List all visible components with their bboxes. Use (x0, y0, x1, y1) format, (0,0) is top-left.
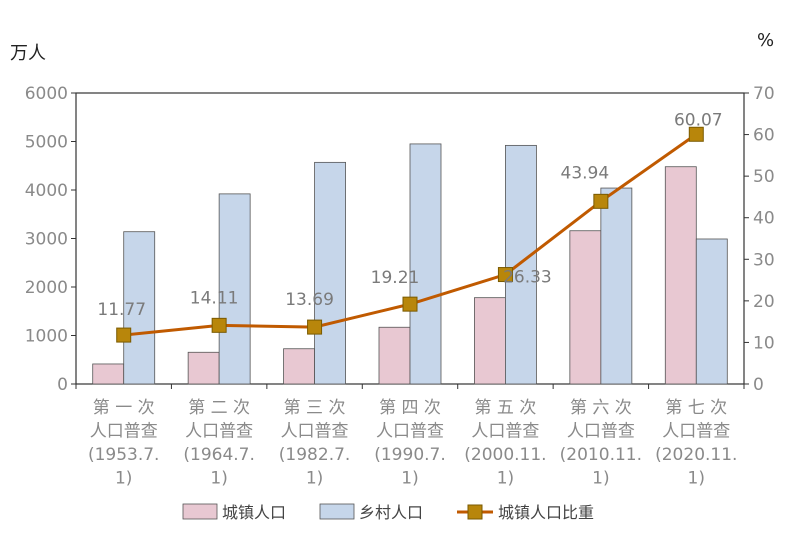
marker-urban-ratio-7 (688, 126, 704, 142)
category-label-4-line-1: 第 四 次 (379, 398, 441, 418)
category-label-7-line-2: 人口普查 (662, 422, 730, 442)
data-label-3: 13.69 (285, 290, 334, 310)
category-label-2-line-2: 人口普查 (185, 422, 253, 442)
legend-urban-label: 城镇人口 (222, 503, 286, 522)
right-tick-label: 0 (753, 375, 764, 395)
left-tick-label: 6000 (25, 84, 68, 104)
marker-urban-ratio-4 (402, 296, 418, 312)
marker-urban-ratio-2 (211, 317, 227, 333)
left-axis-unit: 万人 (10, 43, 46, 64)
right-axis-unit: % (757, 30, 774, 51)
right-tick-label: 60 (753, 126, 775, 146)
category-label-2-line-4: 1) (210, 469, 227, 489)
marker-urban-ratio-1 (116, 327, 132, 343)
marker-urban-ratio-6 (593, 193, 609, 209)
category-label-6-line-1: 第 六 次 (570, 398, 632, 418)
category-label-3-line-1: 第 三 次 (284, 398, 346, 418)
category-label-3-line-2: 人口普查 (281, 422, 349, 442)
right-tick-label: 70 (753, 84, 775, 104)
category-label-1-line-2: 人口普查 (90, 422, 158, 442)
bar-urban-4 (378, 326, 411, 385)
data-label-1: 11.77 (97, 300, 146, 320)
left-tick-label: 4000 (25, 181, 68, 201)
data-label-4: 19.21 (371, 268, 420, 288)
category-label-3-line-4: 1) (306, 469, 323, 489)
bar-rural-4 (409, 143, 442, 385)
category-label-7-line-1: 第 七 次 (665, 398, 727, 418)
category-label-1-line-4: 1) (115, 469, 132, 489)
category-label-4-line-4: 1) (401, 469, 418, 489)
category-label-2-line-1: 第 二 次 (188, 398, 250, 418)
legend-ratio-marker (467, 504, 483, 520)
right-tick-label: 30 (753, 250, 775, 270)
bar-rural-1 (123, 231, 156, 385)
category-label-5-line-3: (2000.11. (464, 445, 546, 465)
data-label-7: 60.07 (674, 110, 723, 130)
category-label-7-line-4: 1) (688, 469, 705, 489)
left-tick-label: 2000 (25, 278, 68, 298)
legend-rural-label: 乡村人口 (359, 503, 423, 522)
category-label-5-line-2: 人口普查 (471, 422, 539, 442)
bar-urban-3 (283, 348, 315, 385)
bar-urban-7 (664, 166, 697, 385)
category-label-3-line-3: (1982.7. (279, 445, 351, 465)
category-label-7-line-3: (2020.11. (655, 445, 737, 465)
category-label-5-line-4: 1) (497, 469, 514, 489)
right-tick-label: 40 (753, 209, 775, 229)
category-label-4-line-2: 人口普查 (376, 422, 444, 442)
bar-urban-6 (569, 230, 602, 385)
marker-urban-ratio-5 (497, 267, 513, 283)
left-tick-label: 1000 (25, 327, 68, 347)
legend-urban-swatch (182, 503, 218, 520)
bar-rural-5 (505, 144, 537, 385)
left-tick-label: 0 (57, 375, 68, 395)
legend-rural-swatch (319, 503, 355, 520)
bar-urban-1 (92, 363, 125, 385)
category-label-1-line-3: (1953.7. (88, 445, 160, 465)
bar-rural-3 (314, 161, 346, 385)
data-label-6: 43.94 (561, 163, 610, 183)
category-label-2-line-3: (1964.7. (183, 445, 255, 465)
category-label-5-line-1: 第 五 次 (475, 398, 537, 418)
data-label-5: 26.33 (503, 268, 552, 288)
category-label-6-line-4: 1) (592, 469, 609, 489)
right-tick-label: 10 (753, 333, 775, 353)
bar-rural-2 (218, 193, 251, 385)
left-tick-label: 5000 (25, 133, 68, 153)
left-tick-label: 3000 (25, 230, 68, 250)
category-label-1-line-1: 第 一 次 (93, 398, 155, 418)
data-label-2: 14.11 (190, 288, 239, 308)
bar-rural-6 (600, 187, 633, 385)
bar-rural-7 (695, 238, 728, 385)
legend-ratio-label: 城镇人口比重 (498, 503, 594, 522)
right-tick-label: 20 (753, 292, 775, 312)
bar-urban-2 (187, 351, 220, 385)
category-label-6-line-3: (2010.11. (560, 445, 642, 465)
bar-urban-5 (474, 297, 506, 385)
right-tick-label: 50 (753, 167, 775, 187)
category-label-6-line-2: 人口普查 (567, 422, 635, 442)
category-label-4-line-3: (1990.7. (374, 445, 446, 465)
marker-urban-ratio-3 (307, 319, 323, 335)
